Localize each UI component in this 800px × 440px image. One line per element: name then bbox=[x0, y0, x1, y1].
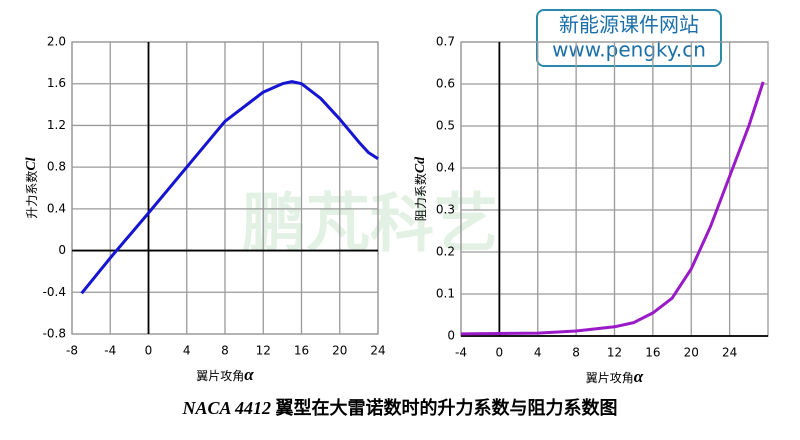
x-tick-label: 0 bbox=[145, 344, 153, 358]
y-tick-label: -0.8 bbox=[43, 327, 66, 341]
x-axis-label-symbol: α bbox=[634, 367, 644, 386]
y-axis-label-symbol: Cl bbox=[24, 157, 39, 170]
x-tick-label: 8 bbox=[572, 346, 580, 360]
y-tick-label: 0.4 bbox=[47, 201, 66, 215]
y-tick-label: 0.8 bbox=[47, 160, 66, 174]
y-tick-label: 0.4 bbox=[436, 161, 455, 175]
x-tick-label: 24 bbox=[722, 346, 737, 360]
y-tick-label: 0.7 bbox=[436, 35, 455, 49]
y-tick-label: 0 bbox=[58, 243, 66, 257]
x-tick-label: 8 bbox=[221, 344, 229, 358]
y-tick-label: 2.0 bbox=[47, 35, 66, 49]
x-tick-label: 20 bbox=[684, 346, 699, 360]
x-tick-label: 16 bbox=[645, 346, 660, 360]
x-tick-label: 4 bbox=[183, 344, 191, 358]
x-tick-label: 4 bbox=[534, 346, 542, 360]
data-line bbox=[460, 81, 765, 336]
badge-url: www.pengky.cn bbox=[552, 38, 706, 62]
y-tick-label: 0.5 bbox=[436, 119, 455, 133]
y-axis-label-text: 升力系数 bbox=[24, 171, 39, 219]
y-tick-label: 1.2 bbox=[47, 118, 66, 132]
y-tick-label: 1.6 bbox=[47, 76, 66, 90]
y-axis-label-symbol: Cd bbox=[413, 156, 428, 173]
x-tick-label: -8 bbox=[66, 344, 78, 358]
y-axis-label-text: 阻力系数 bbox=[413, 173, 428, 221]
caption: NACA 4412 翼型在大雷诺数时的升力系数与阻力系数图 bbox=[181, 397, 617, 418]
badge-box bbox=[536, 9, 722, 67]
x-tick-label: 12 bbox=[256, 344, 271, 358]
y-tick-label: 0.3 bbox=[436, 203, 455, 217]
x-tick-label: -4 bbox=[104, 344, 116, 358]
x-tick-label: 20 bbox=[332, 344, 347, 358]
y-tick-label: 0 bbox=[447, 329, 455, 343]
x-axis-label-text: 翼片攻角 bbox=[586, 371, 634, 385]
x-tick-label: 24 bbox=[370, 344, 385, 358]
x-tick-label: 0 bbox=[496, 346, 504, 360]
x-tick-label: -4 bbox=[455, 346, 467, 360]
y-axis-label: 升力系数Cl bbox=[24, 157, 40, 218]
watermark: 鹏芃科艺 bbox=[242, 188, 498, 262]
caption-code: NACA 4412 bbox=[181, 398, 271, 418]
x-axis-label: 翼片攻角α bbox=[586, 367, 644, 386]
y-tick-label: 0.2 bbox=[436, 245, 455, 259]
y-tick-label: -0.4 bbox=[43, 285, 66, 299]
caption-text: 翼型在大雷诺数时的升力系数与阻力系数图 bbox=[275, 397, 618, 418]
badge-title: 新能源课件网站 bbox=[559, 13, 699, 37]
x-axis-label-text: 翼片攻角 bbox=[196, 369, 244, 383]
x-tick-label: 12 bbox=[607, 346, 622, 360]
y-axis-label: 阻力系数Cd bbox=[413, 156, 429, 221]
data-line bbox=[80, 80, 379, 295]
y-tick-label: 0.1 bbox=[436, 287, 455, 301]
x-axis-label-symbol: α bbox=[244, 365, 254, 384]
x-axis-label: 翼片攻角α bbox=[196, 365, 254, 384]
y-tick-label: 0.6 bbox=[436, 77, 455, 91]
x-tick-label: 16 bbox=[294, 344, 309, 358]
